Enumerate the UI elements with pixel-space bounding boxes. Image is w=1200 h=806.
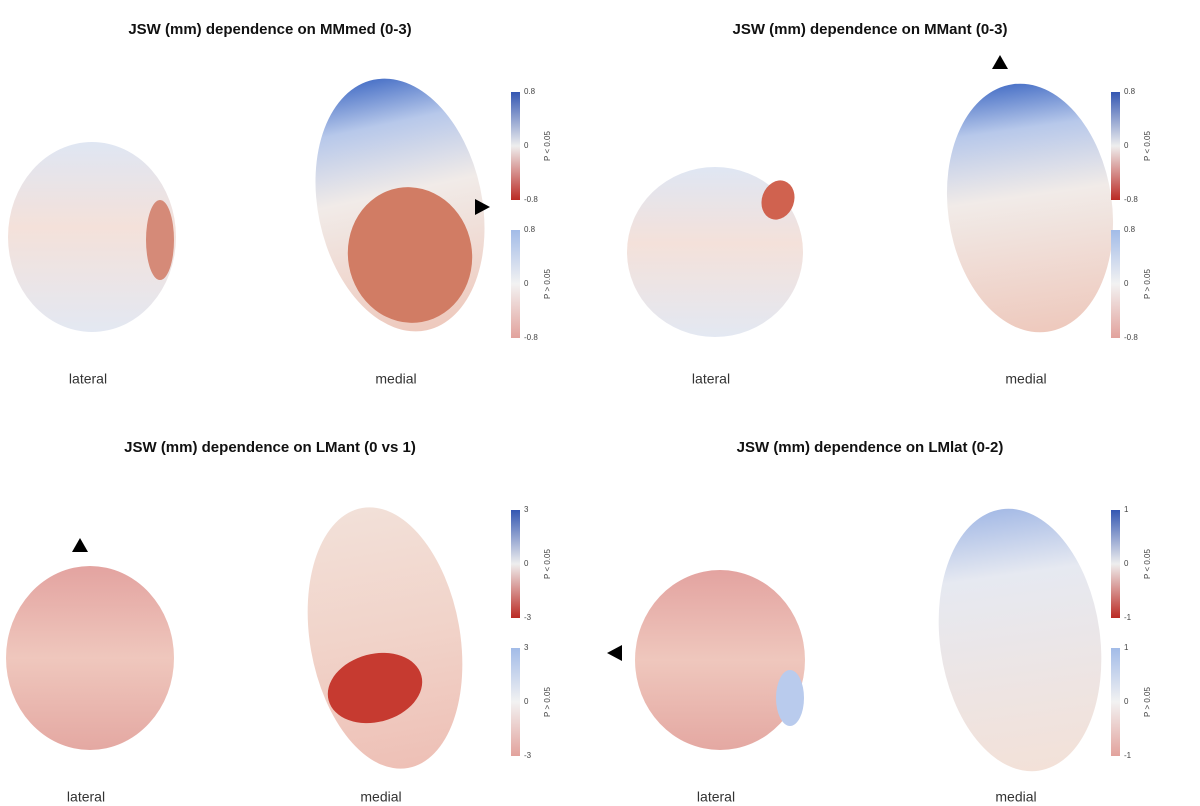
panel-title: JSW (mm) dependence on LMant (0 vs 1) bbox=[124, 439, 416, 456]
panel: JSW (mm) dependence on LMlat (0-2) latera… bbox=[607, 439, 1152, 805]
colorbar-label: P > 0.05 bbox=[1143, 687, 1152, 717]
colorbar-label: P > 0.05 bbox=[1143, 269, 1152, 299]
arrow-marker bbox=[607, 645, 622, 661]
colorbar bbox=[511, 510, 520, 618]
colorbar-label: P < 0.05 bbox=[543, 549, 552, 579]
panel: JSW (mm) dependence on LMant (0 vs 1) lat… bbox=[6, 439, 552, 805]
panel-title: JSW (mm) dependence on MMmed (0-3) bbox=[128, 21, 411, 38]
significant-region bbox=[761, 180, 795, 220]
lateral-surface bbox=[627, 167, 803, 337]
colorbar bbox=[1111, 230, 1120, 338]
view-label: lateral bbox=[697, 789, 735, 805]
colorbar bbox=[511, 92, 520, 200]
colorbar-tick-label: 0.8 bbox=[1124, 87, 1136, 96]
lateral-surface bbox=[6, 566, 174, 750]
medial-surface bbox=[938, 508, 1102, 772]
colorbar-label: P < 0.05 bbox=[1143, 131, 1152, 161]
colorbar bbox=[1111, 648, 1120, 756]
significant-region bbox=[347, 187, 473, 323]
colorbar-tick-label: 0 bbox=[524, 279, 529, 288]
lateral-surface bbox=[8, 142, 176, 332]
medial-surface bbox=[946, 83, 1114, 333]
panel-title: JSW (mm) dependence on MMant (0-3) bbox=[732, 21, 1007, 38]
view-label: medial bbox=[360, 789, 401, 805]
view-label: medial bbox=[995, 789, 1036, 805]
colorbar-tick-label: 0 bbox=[524, 697, 529, 706]
view-label: medial bbox=[1005, 371, 1046, 387]
colorbar bbox=[511, 648, 520, 756]
colorbar-label: P < 0.05 bbox=[1143, 549, 1152, 579]
view-label: lateral bbox=[69, 371, 107, 387]
significant-region bbox=[327, 652, 423, 724]
colorbar-label: P > 0.05 bbox=[543, 269, 552, 299]
medial-surface bbox=[307, 507, 463, 769]
colorbar-tick-label: -0.8 bbox=[1124, 333, 1138, 342]
panel: JSW (mm) dependence on MMant (0-3) latera… bbox=[627, 21, 1152, 387]
view-label: lateral bbox=[692, 371, 730, 387]
panel: JSW (mm) dependence on MMmed (0-3) latera… bbox=[8, 21, 552, 387]
view-label: lateral bbox=[67, 789, 105, 805]
colorbar-tick-label: -3 bbox=[524, 613, 532, 622]
colorbar-tick-label: 0.8 bbox=[524, 87, 536, 96]
colorbar-tick-label: 0.8 bbox=[524, 225, 536, 234]
colorbar-tick-label: 1 bbox=[1124, 643, 1129, 652]
colorbar-tick-label: -1 bbox=[1124, 613, 1132, 622]
arrow-marker bbox=[475, 199, 490, 215]
colorbar-tick-label: -0.8 bbox=[524, 195, 538, 204]
panel-title: JSW (mm) dependence on LMlat (0-2) bbox=[737, 439, 1004, 456]
colorbar-tick-label: 0 bbox=[1124, 559, 1129, 568]
colorbar-tick-label: -0.8 bbox=[1124, 195, 1138, 204]
colorbar-tick-label: 0 bbox=[524, 559, 529, 568]
colorbar-tick-label: 0.8 bbox=[1124, 225, 1136, 234]
significant-region bbox=[146, 200, 174, 280]
arrow-marker bbox=[992, 55, 1008, 69]
colorbar-tick-label: -0.8 bbox=[524, 333, 538, 342]
colorbar bbox=[1111, 510, 1120, 618]
colorbar-tick-label: 0 bbox=[1124, 279, 1129, 288]
colorbar-tick-label: 1 bbox=[1124, 505, 1129, 514]
lateral-surface bbox=[635, 570, 805, 750]
colorbar-tick-label: 3 bbox=[524, 505, 529, 514]
colorbar bbox=[1111, 92, 1120, 200]
colorbar-tick-label: 0 bbox=[524, 141, 529, 150]
colorbar bbox=[511, 230, 520, 338]
view-label: medial bbox=[375, 371, 416, 387]
colorbar-tick-label: 3 bbox=[524, 643, 529, 652]
significant-region bbox=[776, 670, 804, 726]
colorbar-label: P > 0.05 bbox=[543, 687, 552, 717]
colorbar-tick-label: -1 bbox=[1124, 751, 1132, 760]
colorbar-tick-label: 0 bbox=[1124, 141, 1129, 150]
colorbar-tick-label: -3 bbox=[524, 751, 532, 760]
arrow-marker bbox=[72, 538, 88, 552]
colorbar-tick-label: 0 bbox=[1124, 697, 1129, 706]
colorbar-label: P < 0.05 bbox=[543, 131, 552, 161]
